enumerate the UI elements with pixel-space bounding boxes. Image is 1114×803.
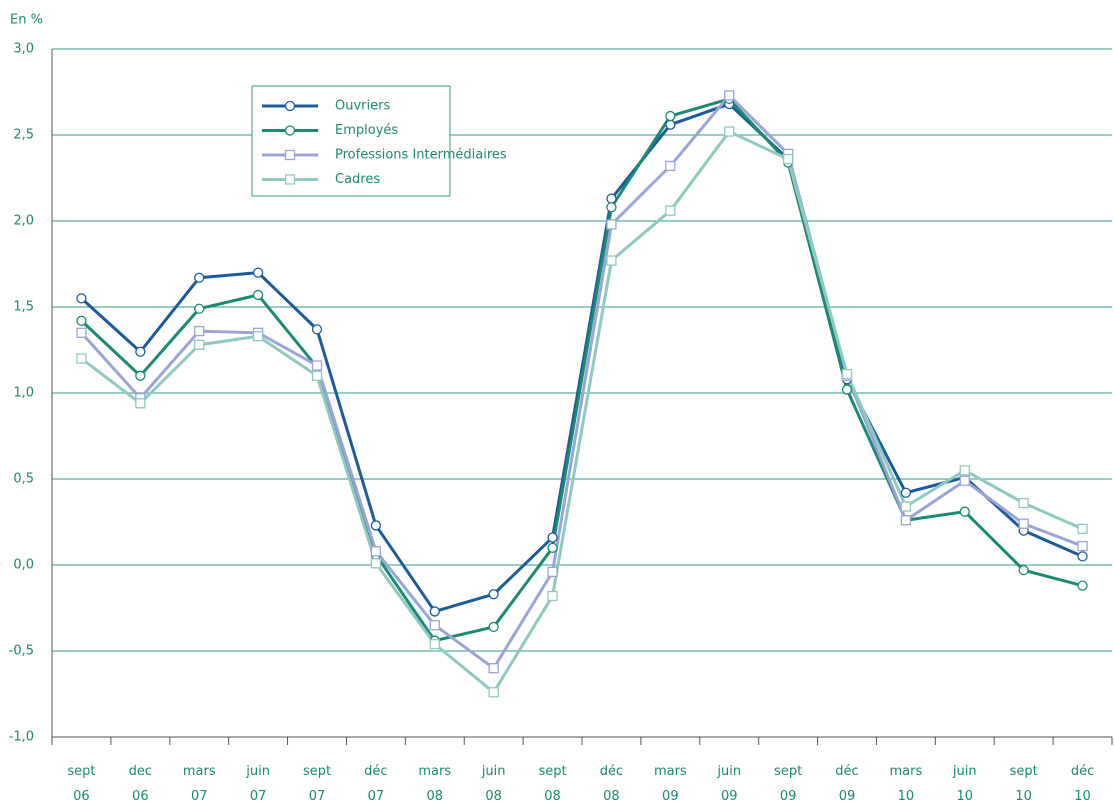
marker — [194, 339, 205, 350]
marker — [841, 384, 853, 395]
marker — [194, 272, 205, 283]
marker — [194, 325, 205, 337]
marker — [606, 193, 617, 204]
marker — [252, 289, 264, 301]
marker — [370, 520, 382, 531]
y-tick-label: 0,0 — [13, 558, 34, 573]
y-tick-label: 1,5 — [13, 300, 34, 315]
x-tick-label: sept 09 — [774, 764, 803, 803]
marker — [135, 370, 146, 381]
y-tick-label: -1,0 — [9, 730, 34, 745]
marker — [1077, 551, 1088, 562]
x-tick-label: déc 08 — [599, 764, 624, 803]
x-tick-label: déc 10 — [1070, 764, 1095, 803]
x-tick-label: sept 06 — [67, 764, 96, 803]
x-tick-label: juin 08 — [481, 764, 506, 803]
x-tick-label: sept 07 — [302, 764, 332, 803]
marker — [665, 205, 676, 216]
x-tick-label: sept 10 — [1009, 764, 1038, 803]
marker — [724, 126, 735, 137]
marker — [429, 606, 440, 617]
marker — [1077, 540, 1088, 552]
marker — [135, 398, 146, 409]
marker — [547, 542, 558, 553]
marker — [900, 487, 912, 498]
marker — [429, 620, 440, 631]
legend-marker — [284, 125, 296, 136]
marker — [665, 160, 676, 172]
marker — [76, 327, 87, 338]
marker — [370, 558, 382, 569]
series-line — [80, 130, 1084, 694]
y-axis-label: En % — [10, 13, 43, 28]
y-tick-label: 2,5 — [13, 128, 34, 143]
marker — [959, 465, 970, 476]
x-tick-label: dec 06 — [128, 764, 153, 803]
marker — [1018, 497, 1029, 509]
legend-marker — [284, 174, 296, 185]
series-line — [80, 102, 1084, 613]
legend-label: Ouvriers — [335, 99, 390, 114]
x-tick-label: déc 07 — [364, 764, 388, 803]
legend-marker — [284, 100, 296, 112]
marker — [547, 590, 558, 602]
x-tick-label: déc 09 — [835, 764, 859, 803]
marker — [1077, 580, 1088, 591]
marker — [959, 506, 970, 517]
marker — [606, 255, 617, 266]
marker — [429, 638, 440, 650]
marker — [194, 303, 205, 314]
y-tick-label: 3,0 — [13, 42, 34, 57]
marker — [76, 315, 87, 326]
marker — [488, 687, 499, 698]
x-tick-label: mars 10 — [889, 764, 923, 803]
marker — [959, 475, 970, 486]
marker — [665, 110, 676, 122]
marker — [488, 621, 499, 633]
marker — [135, 346, 146, 357]
x-tick-label: sept 08 — [538, 764, 567, 803]
y-tick-label: -0,5 — [9, 644, 34, 659]
series-line — [80, 93, 1084, 670]
marker — [76, 353, 87, 364]
marker — [665, 119, 676, 130]
legend-marker — [284, 149, 296, 161]
marker — [252, 267, 264, 278]
y-tick-label: 0,5 — [13, 472, 34, 487]
marker — [547, 566, 558, 578]
marker — [252, 331, 264, 342]
y-tick-label: 1,0 — [13, 386, 34, 401]
marker — [311, 370, 323, 381]
marker — [1018, 565, 1029, 576]
marker — [370, 546, 382, 557]
marker — [488, 589, 499, 600]
marker — [724, 90, 735, 101]
marker — [900, 515, 912, 526]
marker — [76, 293, 87, 304]
x-tick-label: mars 09 — [653, 764, 687, 803]
x-tick-label: juin 10 — [952, 764, 977, 803]
marker — [311, 360, 323, 371]
marker — [311, 324, 323, 335]
marker — [900, 501, 912, 512]
x-tick-label: mars 07 — [182, 764, 216, 803]
x-tick-label: mars 08 — [418, 764, 452, 803]
marker — [1077, 523, 1088, 535]
marker — [1018, 518, 1029, 529]
marker — [606, 219, 617, 230]
marker — [488, 663, 499, 674]
y-tick-label: 2,0 — [13, 214, 34, 229]
marker — [606, 202, 617, 213]
legend-label: Employés — [335, 123, 398, 138]
legend-label: Professions Intermédiaires — [335, 148, 507, 163]
marker — [782, 153, 794, 165]
marker — [841, 368, 853, 380]
x-tick-label: juin 09 — [717, 764, 742, 803]
legend-label: Cadres — [335, 172, 380, 187]
series-line — [80, 97, 1083, 643]
x-tick-label: juin 07 — [246, 764, 270, 803]
marker — [547, 532, 558, 543]
